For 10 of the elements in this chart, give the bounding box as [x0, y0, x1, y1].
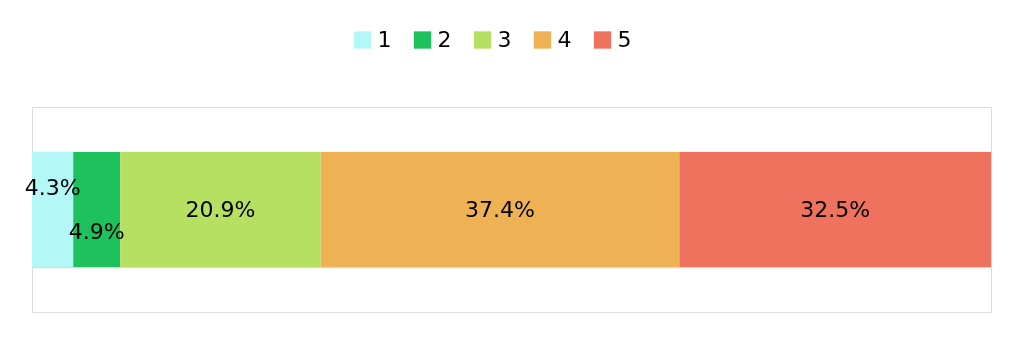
data-label: 37.4%: [465, 196, 535, 222]
bar: [679, 152, 991, 267]
legend-label: 2: [437, 27, 452, 52]
legend-label: 1: [377, 27, 392, 52]
legend-label: 5: [617, 27, 632, 52]
legend-label: 4: [557, 27, 572, 52]
bar: [320, 152, 680, 267]
legend-label: 3: [497, 27, 512, 52]
data-label: 20.9%: [185, 196, 256, 222]
data-label: 32.5%: [800, 196, 871, 222]
